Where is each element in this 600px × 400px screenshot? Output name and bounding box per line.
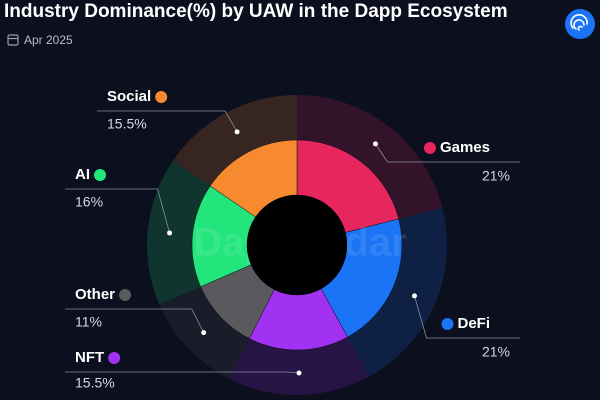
legend-dot <box>155 91 168 103</box>
value-label: 21% <box>482 168 510 184</box>
leader-line <box>414 295 520 339</box>
category-label: NFT <box>75 349 104 366</box>
value-label: 15.5% <box>107 116 147 132</box>
legend-dot <box>108 352 121 364</box>
leader-line <box>375 143 520 163</box>
value-label: 11% <box>75 314 102 330</box>
category-label: Games <box>440 139 490 156</box>
category-label: DeFi <box>457 315 490 332</box>
chart-subtitle: Apr 2025 <box>24 33 73 47</box>
leader-line <box>65 188 170 234</box>
legend-dot <box>423 142 436 154</box>
logo <box>565 9 595 39</box>
value-label: 16% <box>75 194 103 210</box>
legend-dot <box>441 318 454 330</box>
segment-halo <box>172 95 297 186</box>
legend-dot <box>94 169 106 181</box>
leader-dot <box>296 370 302 376</box>
value-label: 15.5% <box>75 375 115 391</box>
leader-line <box>65 308 205 333</box>
leader-dot <box>167 230 173 236</box>
segment-halo <box>146 160 211 305</box>
leader-dot <box>234 129 240 135</box>
leader-dot <box>201 330 207 336</box>
chart-title: Industry Dominance(%) by UAW in the Dapp… <box>4 1 508 22</box>
donut-hole <box>247 195 347 295</box>
segment-halo <box>347 207 448 377</box>
leader-line <box>65 371 300 374</box>
category-label: AI <box>75 166 90 183</box>
calendar-icon <box>7 34 19 46</box>
segment-halo <box>228 337 370 395</box>
value-label: 21% <box>482 344 510 360</box>
leader-dot <box>372 141 378 147</box>
category-label: Social <box>107 88 151 105</box>
leader-dot <box>411 293 417 299</box>
category-label: Other <box>75 286 115 303</box>
legend-dot <box>119 289 132 301</box>
leader-line <box>97 110 238 133</box>
segment-halo <box>297 95 443 219</box>
